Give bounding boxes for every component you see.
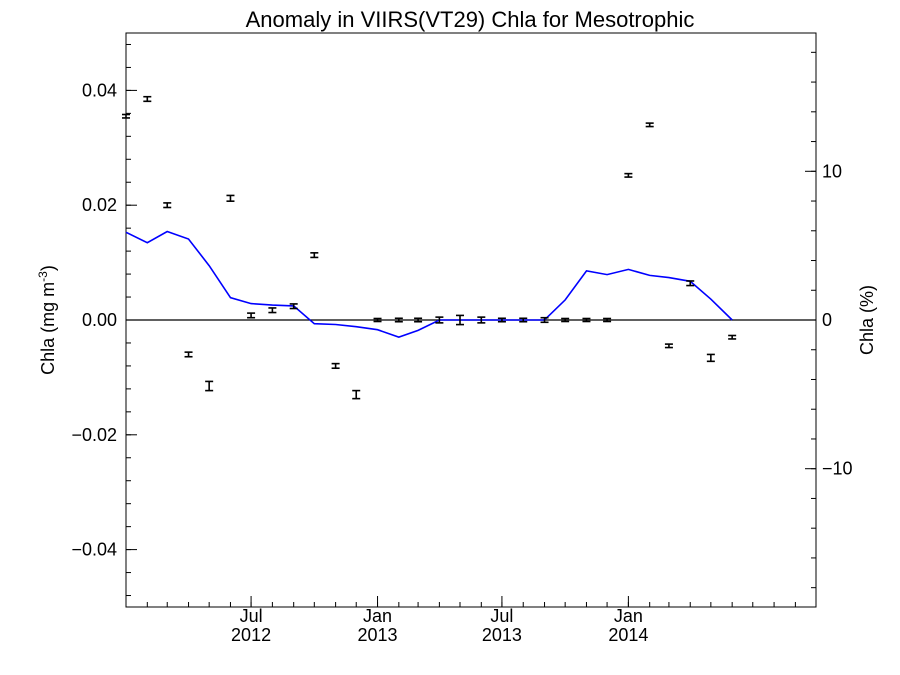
anomaly-point (456, 314, 465, 326)
anomaly-point (268, 307, 277, 314)
anomaly-point (289, 303, 298, 310)
anomaly-point (394, 317, 403, 323)
anomaly-point (122, 113, 130, 119)
anomaly-point (143, 95, 152, 103)
anomaly-point (497, 317, 506, 323)
anomaly-point (706, 353, 715, 363)
right-axis: 10 0 −10 (805, 161, 853, 479)
percent-series-line (125, 230, 733, 338)
anomaly-point (247, 312, 256, 319)
anomaly-point (582, 317, 591, 323)
anomaly-point (373, 317, 382, 323)
left-tick-label: −0.04 (71, 540, 117, 560)
anomaly-point (477, 316, 486, 324)
anomaly-point (205, 380, 214, 392)
anomaly-point (226, 194, 235, 202)
left-tick-label: 0.02 (82, 195, 117, 215)
left-axis-label-sup: -3 (36, 271, 50, 282)
anomaly-point (310, 252, 319, 259)
anomaly-point (686, 280, 695, 287)
x-tick-label: Jan (363, 606, 392, 626)
anomaly-point (540, 316, 549, 324)
x-tick-label: Jan (614, 606, 643, 626)
x-tick-year-label: 2012 (231, 625, 271, 645)
x-tick-label: Jul (240, 606, 263, 626)
anomaly-point (728, 334, 737, 340)
x-tick-label: Jul (490, 606, 513, 626)
right-tick-label: −10 (822, 459, 853, 479)
anomaly-point (664, 343, 673, 349)
minor-ticks (125, 43, 817, 607)
anomaly-point (624, 172, 633, 178)
left-axis-label: Chla (mg m-3) (36, 265, 58, 375)
left-axis-label-close: ) (38, 265, 58, 271)
right-tick-label: 10 (822, 161, 842, 181)
anomaly-point (163, 202, 172, 209)
anomaly-point (561, 317, 570, 323)
right-axis-label: Chla (%) (857, 285, 877, 355)
left-tick-label: 0.04 (82, 80, 117, 100)
anomaly-point (414, 317, 423, 323)
anomaly-series-layer (122, 95, 737, 400)
right-tick-label: 0 (822, 310, 832, 330)
left-tick-label: −0.02 (71, 425, 117, 445)
left-axis: 0.04 0.02 0.00 −0.02 −0.04 (71, 80, 137, 560)
x-tick-year-label: 2014 (608, 625, 648, 645)
x-tick-year-label: 2013 (358, 625, 398, 645)
anomaly-point (184, 351, 193, 358)
anomaly-point (435, 316, 444, 324)
anomaly-point (645, 122, 654, 128)
anomaly-point (352, 389, 361, 400)
plot-area: 0.040.020.00−0.02−0.04 100−10 Jul2012Jan… (71, 32, 853, 645)
anomaly-point (603, 317, 612, 323)
left-tick-label: 0.00 (82, 310, 117, 330)
left-axis-label-main: Chla (mg m (38, 282, 58, 375)
anomaly-point (519, 317, 528, 323)
percent-series-layer (125, 230, 733, 338)
anomaly-point (331, 362, 340, 370)
x-tick-year-label: 2013 (482, 625, 522, 645)
chart-title: Anomaly in VIIRS(VT29) Chla for Mesotrop… (246, 7, 695, 32)
